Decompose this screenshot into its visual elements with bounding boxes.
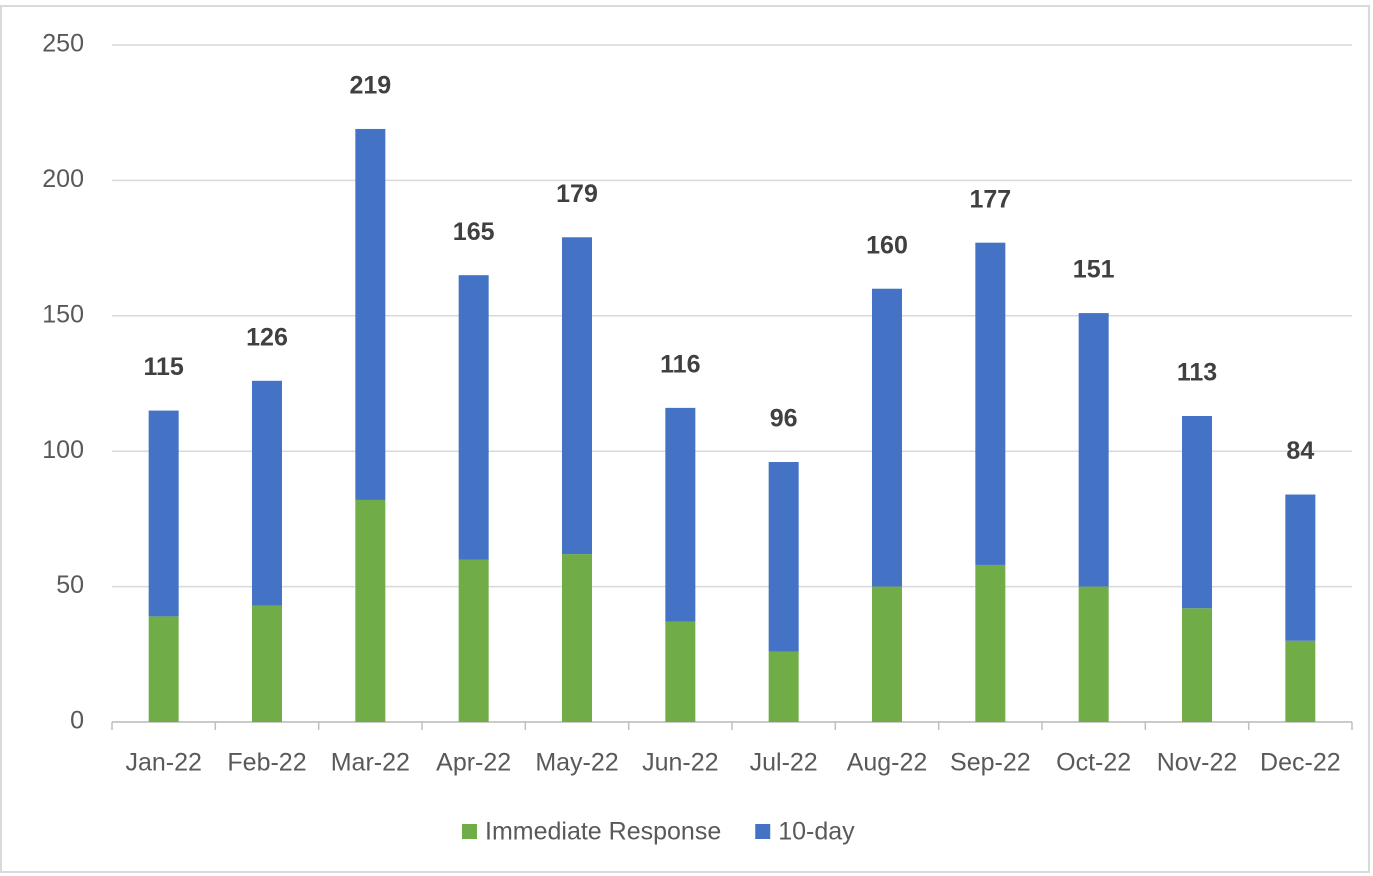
total-label: 177 — [969, 185, 1011, 213]
bar-segment — [975, 564, 1006, 722]
legend-swatch — [462, 824, 477, 839]
legend-swatch — [755, 824, 771, 839]
x-tick-label: Jun-22 — [642, 749, 718, 777]
total-label: 96 — [770, 405, 798, 433]
x-tick-label: Mar-22 — [331, 749, 410, 777]
bar-segment — [1182, 415, 1212, 609]
bar-segment — [665, 621, 696, 722]
y-tick-label: 0 — [70, 707, 84, 735]
total-label: 113 — [1177, 359, 1217, 387]
total-label: 219 — [349, 72, 391, 100]
bar-segment — [975, 242, 1006, 565]
total-label: 116 — [660, 350, 700, 378]
bar-segment — [562, 554, 592, 722]
x-tick-label: Dec-22 — [1260, 749, 1341, 777]
bar-segment — [1182, 608, 1212, 722]
x-tick-label: Feb-22 — [227, 749, 306, 777]
bar-segment — [355, 499, 386, 722]
bar-segment — [252, 605, 282, 722]
x-tick-label: May-22 — [535, 749, 618, 777]
y-tick-label: 150 — [42, 300, 84, 328]
x-tick-label: Apr-22 — [436, 749, 511, 777]
bar-segment — [1078, 313, 1109, 587]
x-tick-label: Jul-22 — [750, 749, 818, 777]
bar-segment — [355, 128, 386, 500]
legend-label: 10-day — [778, 818, 855, 846]
bar-segment — [148, 410, 179, 617]
x-tick-label: Jan-22 — [125, 749, 201, 777]
bar-segment — [872, 586, 902, 722]
legend-label: Immediate Response — [485, 818, 721, 846]
bar-segment — [665, 407, 696, 622]
total-label: 160 — [866, 231, 908, 259]
total-label: 165 — [453, 218, 495, 246]
y-tick-label: 100 — [42, 436, 84, 464]
x-tick-label: Aug-22 — [847, 749, 928, 777]
x-tick-label: Nov-22 — [1157, 749, 1238, 777]
bar-segment — [768, 651, 799, 722]
total-label: 126 — [246, 323, 288, 351]
bar-segment — [768, 462, 799, 652]
bar-segment — [872, 288, 902, 587]
bar-segment — [458, 275, 489, 560]
total-label: 84 — [1286, 437, 1314, 465]
bar-segment — [562, 237, 592, 555]
bar-segment — [1078, 586, 1109, 722]
bar-segment — [148, 616, 179, 722]
bar-segment — [458, 559, 489, 722]
total-label: 179 — [556, 180, 598, 208]
bar-segment — [252, 380, 282, 606]
bar-segment — [1285, 640, 1316, 722]
x-tick-label: Sep-22 — [950, 749, 1031, 777]
y-tick-label: 200 — [42, 165, 84, 193]
y-tick-label: 250 — [42, 30, 84, 58]
bar-segment — [1285, 494, 1316, 641]
total-label: 151 — [1073, 256, 1115, 284]
x-tick-label: Oct-22 — [1056, 749, 1131, 777]
total-label: 115 — [143, 353, 183, 381]
y-tick-label: 50 — [56, 571, 84, 599]
